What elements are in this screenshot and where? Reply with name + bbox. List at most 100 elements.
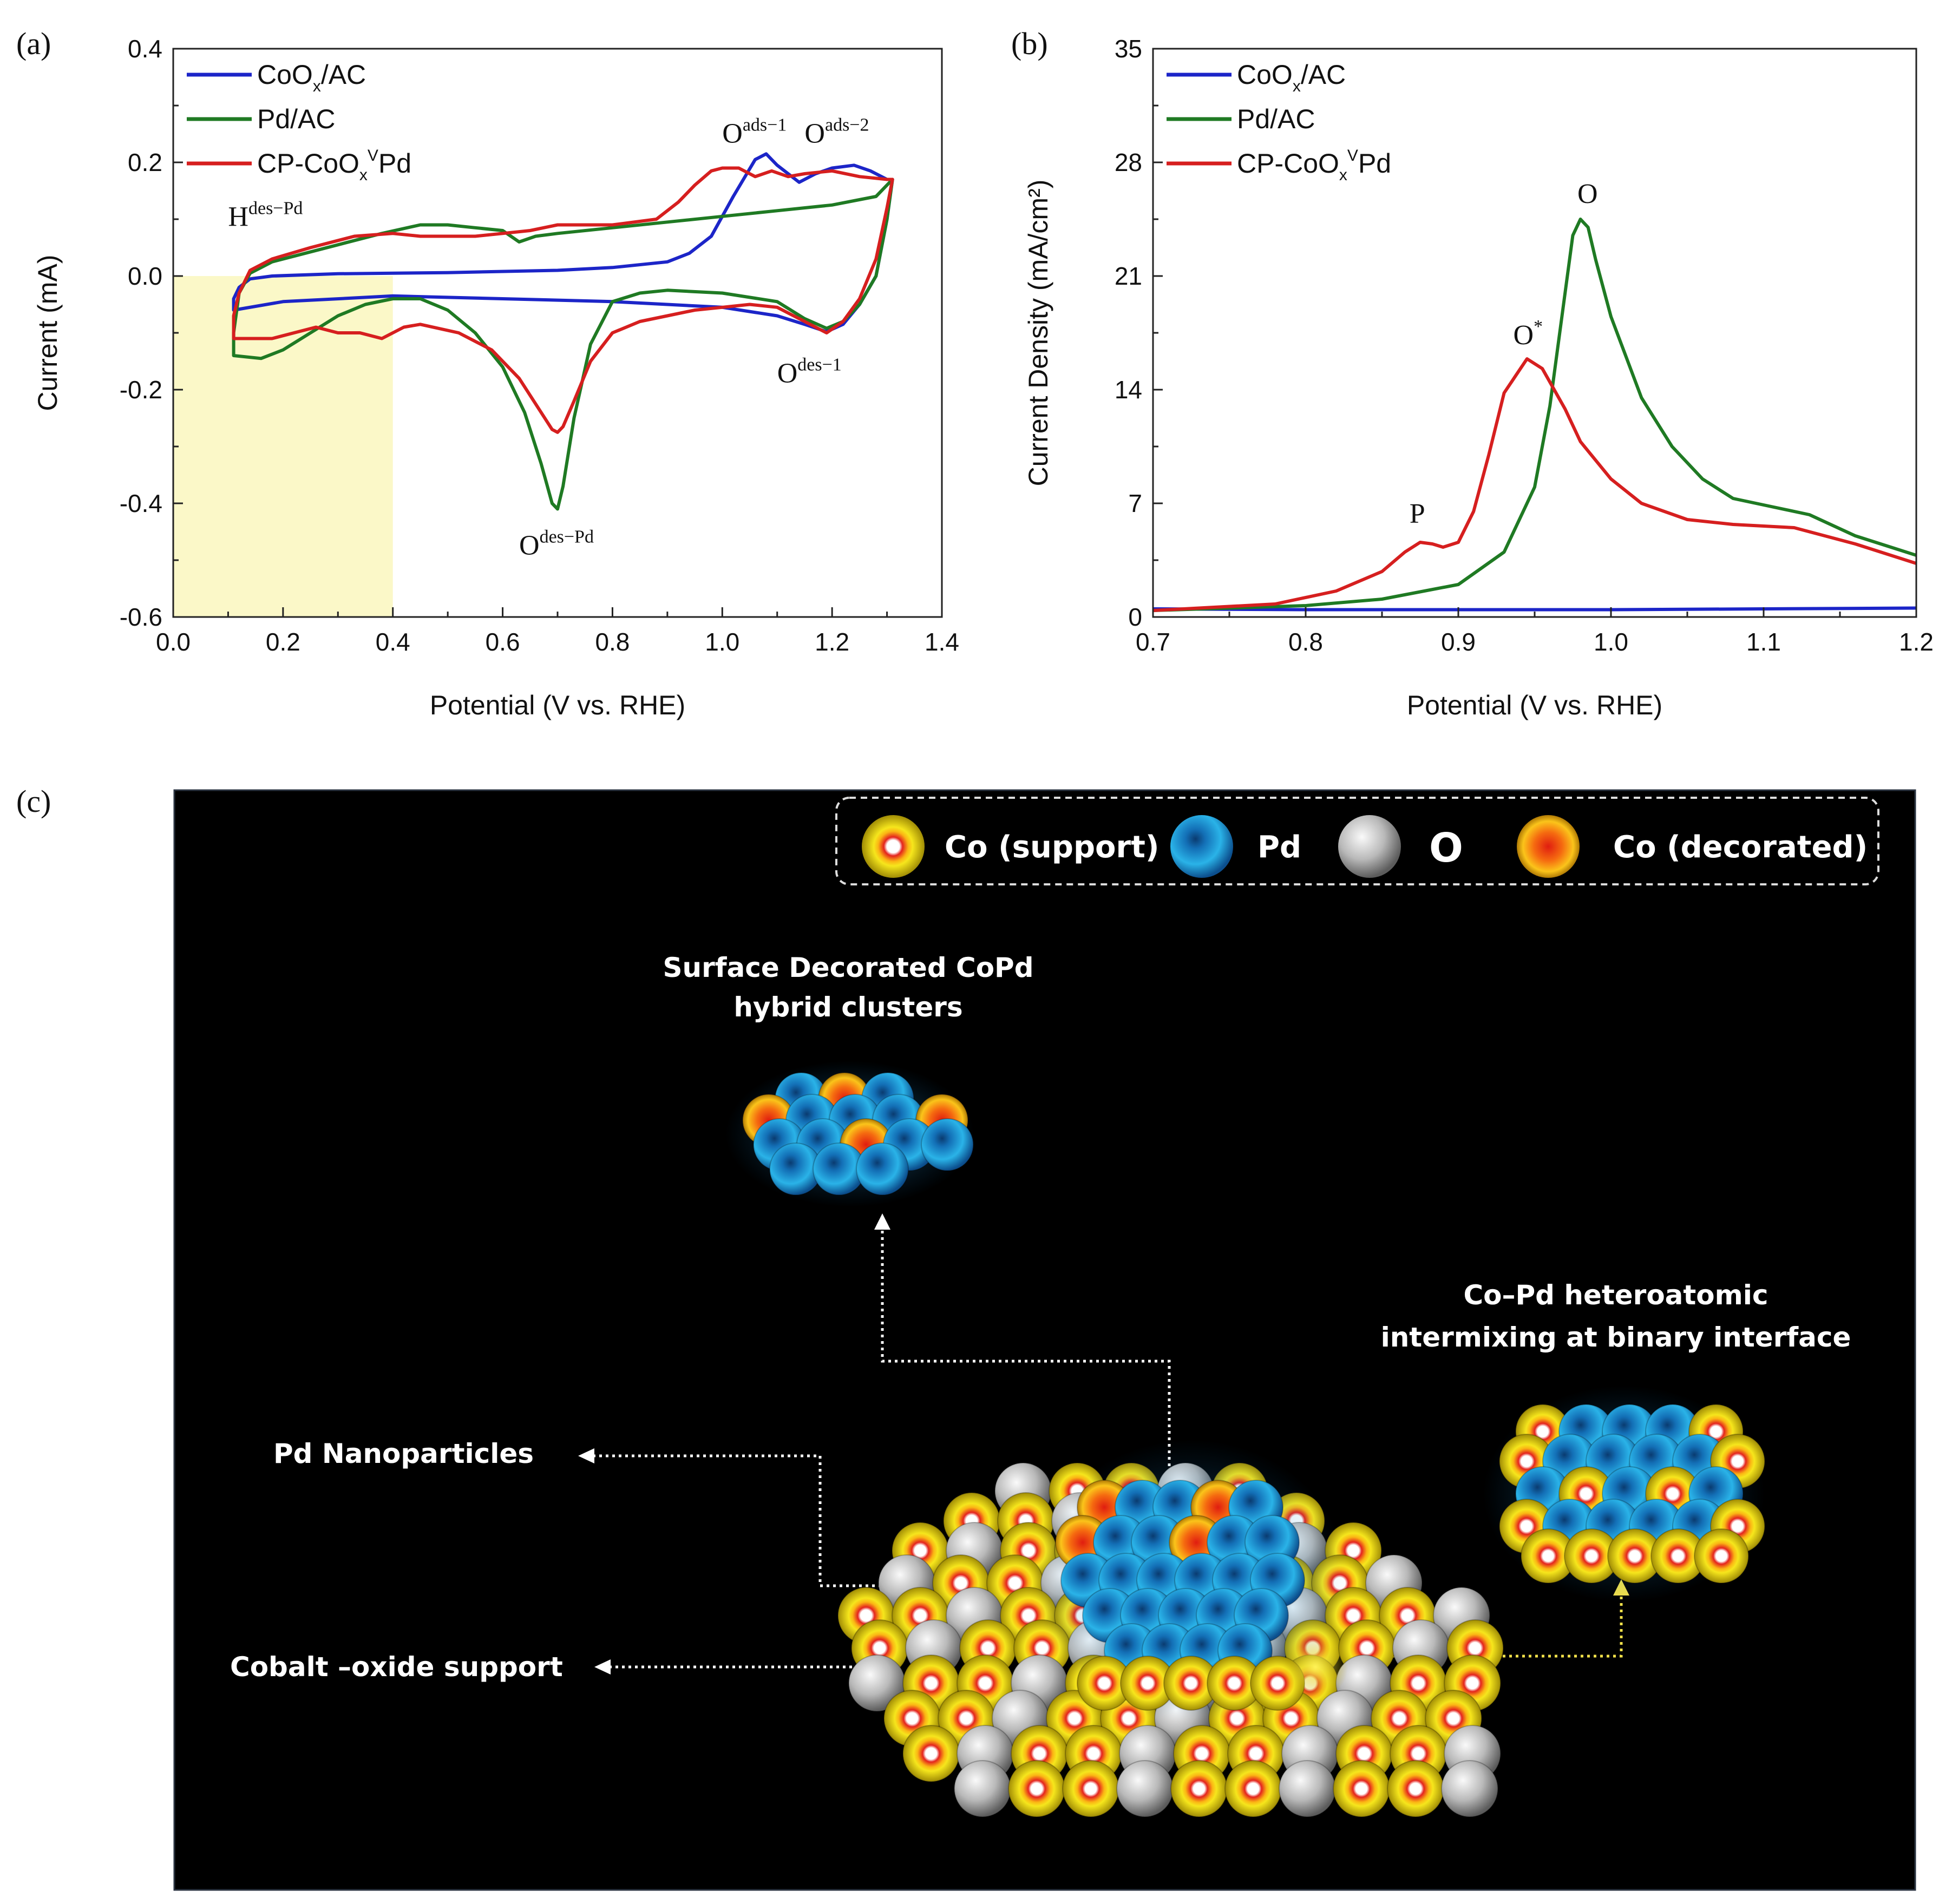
- peak-annotation-b-0: P: [1410, 498, 1425, 529]
- pd-nanoparticles-label: Pd Nanoparticles: [273, 1438, 534, 1469]
- annotation-superscript: ads−1: [743, 115, 787, 135]
- series-line-b-0: [1153, 606, 1916, 612]
- interface-title-line1: Co–Pd heteroatomic: [1463, 1279, 1768, 1311]
- panel-c-label: (c): [16, 784, 51, 819]
- legend-co-support-label: Co (support): [945, 830, 1159, 865]
- x-tick-label-b-0: 0.7: [1136, 628, 1170, 656]
- panel-a: (a) 0.0 0.2 0.4 0.6 0.8 1.0 1.2 1.4 -0.6 -0.4 -0.2…: [16, 26, 959, 720]
- legend-base-text: Pd/AC: [1237, 104, 1315, 134]
- annotation-superscript: des−Pd: [540, 527, 594, 547]
- x-tick-label-b-3: 1.0: [1594, 628, 1628, 656]
- arrow-to-pd-nanoparticles: [593, 1454, 888, 1587]
- y-tick-label-a-3: 0.0: [128, 262, 162, 290]
- peak-annotation-a-1: Oads−1: [722, 115, 787, 149]
- annotation-superscript: ads−2: [825, 115, 869, 135]
- x-tick-label-a-4: 0.8: [595, 628, 630, 656]
- series-line-b-2: [1153, 357, 1916, 612]
- peak-annotation-a-0: Hdes−Pd: [228, 199, 303, 233]
- legend-base-text: CoO: [1237, 60, 1293, 90]
- x-tick-label-b-1: 0.8: [1288, 628, 1323, 656]
- y-axis-label-b: Current Density (mA/cm²): [1023, 180, 1053, 487]
- o-atom: [1441, 1760, 1498, 1817]
- legend-o-label: O: [1429, 825, 1463, 871]
- y-tick-label-b-2: 14: [1115, 376, 1142, 404]
- legend-pd-label: Pd: [1257, 830, 1301, 865]
- legend-base-text: CoO: [257, 60, 313, 90]
- panel-b: (b) 0.7 0.8 0.9 1.0 1.1 1.2 0 7 14 21 28 35 Potenti…: [1011, 26, 1934, 720]
- legend-dashed-box: [835, 797, 1879, 885]
- y-tick-label-b-3: 21: [1115, 262, 1142, 290]
- legend-co-decorated-label: Co (decorated): [1613, 830, 1868, 865]
- legend-superscript: V: [368, 147, 378, 165]
- peak-annotation-a-3: Odes−1: [777, 354, 842, 389]
- co-decorated-atom-icon: [1517, 815, 1580, 878]
- x-tick-label-a-1: 0.2: [266, 628, 300, 656]
- o-atom: [1279, 1760, 1336, 1817]
- panel-b-label: (b): [1011, 26, 1048, 61]
- schematic-legend: Co (support) Pd O Co (decorated): [835, 797, 1879, 885]
- series-line-a-2: [232, 166, 894, 434]
- annotation-main-text: H: [228, 202, 248, 233]
- series-line-b-1: [1153, 218, 1916, 612]
- co-support-atom: [1224, 1760, 1282, 1817]
- surface-decorated-title-line1: Surface Decorated CoPd: [663, 952, 1033, 983]
- annotation-main-text: O: [1577, 179, 1598, 209]
- legend-label-a-0: CoOx/AC: [257, 60, 366, 95]
- pd-atom: [856, 1143, 909, 1196]
- y-tick-label-b-4: 28: [1115, 148, 1142, 176]
- legend-base-text: CP-CoO: [1237, 148, 1339, 179]
- x-axis-label-a: Potential (V vs. RHE): [430, 690, 685, 720]
- co-support-atom: [1333, 1760, 1390, 1817]
- x-tick-label-b-5: 1.2: [1899, 628, 1934, 656]
- y-tick-label-a-5: 0.4: [128, 35, 162, 63]
- y-tick-label-a-2: -0.2: [120, 376, 162, 404]
- legend-rest-text: Pd: [1358, 148, 1391, 179]
- legend-subscript: x: [1293, 77, 1301, 95]
- pd-atom-icon: [1170, 815, 1233, 878]
- annotation-main-text: O: [1514, 320, 1534, 351]
- x-tick-label-a-6: 1.2: [815, 628, 849, 656]
- o-atom: [954, 1760, 1011, 1817]
- legend-subscript: x: [313, 77, 321, 95]
- hydrogen-region-highlight: [173, 276, 393, 617]
- y-tick-label-b-1: 7: [1128, 489, 1142, 517]
- x-axis-label-b: Potential (V vs. RHE): [1407, 690, 1662, 720]
- annotation-superscript: des−Pd: [248, 199, 303, 219]
- legend-label-b-1: Pd/AC: [1237, 104, 1315, 134]
- annotation-superscript: des−1: [797, 354, 842, 375]
- peak-annotation-a-2: Oads−2: [804, 115, 869, 149]
- pd-atom: [921, 1118, 974, 1171]
- arrowhead-cobalt: [594, 1659, 611, 1675]
- legend-base-text: Pd/AC: [257, 104, 336, 134]
- annotation-superscript: *: [1534, 317, 1543, 337]
- co-support-atom-icon: [862, 815, 925, 878]
- arrowhead-pd: [578, 1448, 594, 1463]
- annotation-main-text: P: [1410, 498, 1425, 529]
- y-tick-label-a-4: 0.2: [128, 148, 162, 176]
- legend-label-a-1: Pd/AC: [257, 104, 336, 134]
- legend-rest-text: /AC: [1301, 60, 1346, 90]
- atom-clusters: [725, 1061, 1765, 1817]
- surface-decorated-title-line2: hybrid clusters: [733, 992, 962, 1023]
- x-tick-label-b-4: 1.1: [1746, 628, 1781, 656]
- cobalt-oxide-support-label: Cobalt –oxide support: [230, 1651, 563, 1683]
- panel-a-label: (a): [16, 26, 51, 61]
- x-tick-label-a-2: 0.4: [376, 628, 410, 656]
- co-support-atom: [1694, 1528, 1749, 1584]
- legend-rest-text: /AC: [321, 60, 366, 90]
- y-tick-label-b-0: 0: [1128, 603, 1142, 631]
- legend-subscript: x: [1339, 166, 1347, 184]
- panel-c: (c) Co (support) Pd O Co (decorated) Sur…: [16, 784, 1916, 1891]
- legend-rest-text: Pd: [378, 148, 411, 179]
- annotation-main-text: O: [519, 530, 540, 561]
- y-tick-label-b-5: 35: [1115, 35, 1142, 63]
- interface-highlight-glow: [1283, 1634, 1348, 1699]
- arrowhead-surface: [874, 1213, 890, 1230]
- annotation-main-text: O: [777, 358, 798, 389]
- x-tick-label-a-3: 0.6: [486, 628, 520, 656]
- peak-annotation-a-4: Odes−Pd: [519, 527, 594, 561]
- o-atom-icon: [1338, 815, 1401, 878]
